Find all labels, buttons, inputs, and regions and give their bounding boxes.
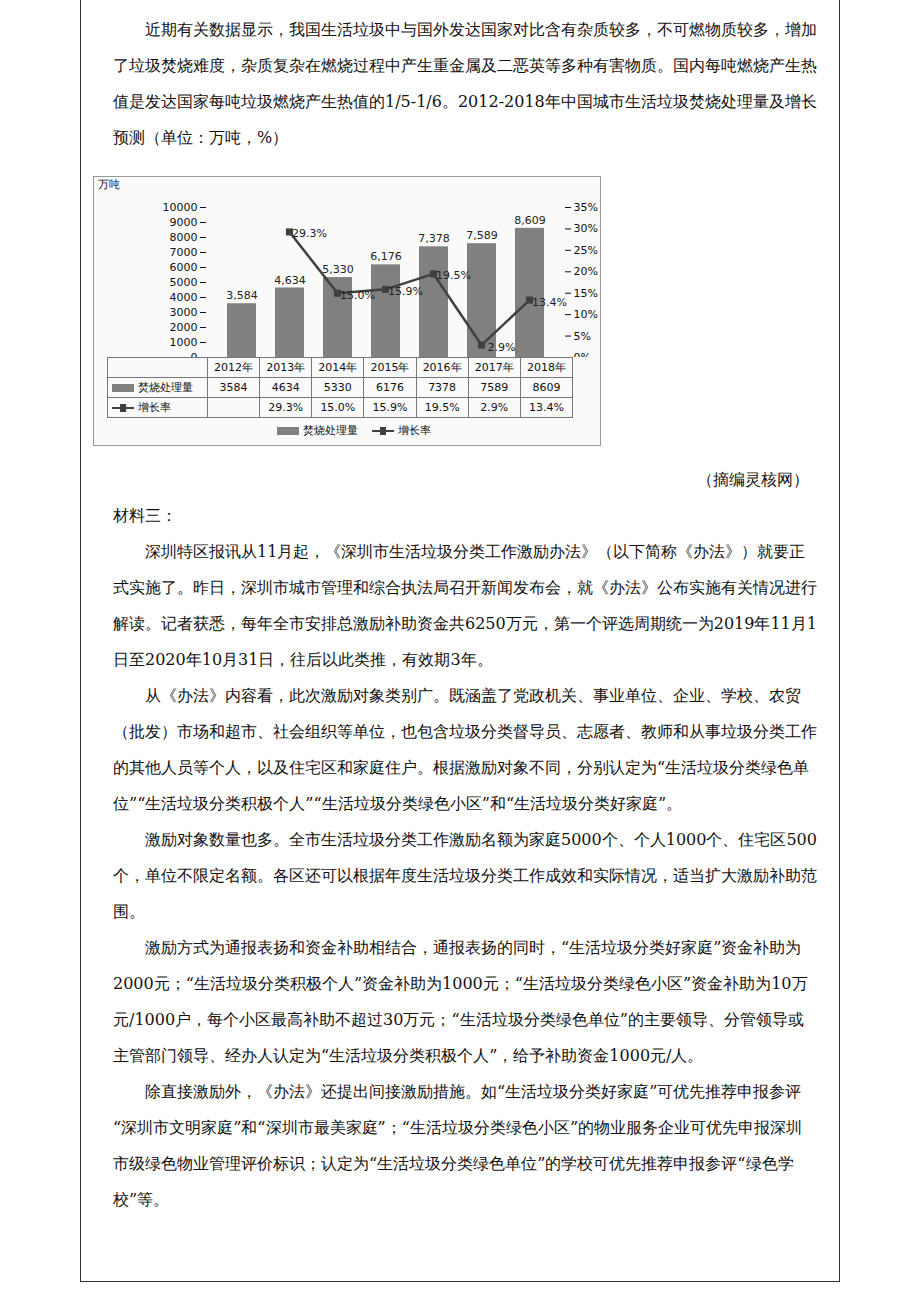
svg-text:29.3%: 29.3% [292,227,327,240]
svg-text:6,176: 6,176 [370,250,402,263]
svg-text:2000: 2000 [170,321,198,334]
svg-text:8,609: 8,609 [514,214,546,227]
svg-text:4,634: 4,634 [274,274,306,287]
html-text:2016年: 2016年 [422,361,462,374]
html-text:7589: 7589 [480,381,509,394]
svg-text:25%: 25% [574,244,598,257]
svg-text:13.4%: 13.4% [532,296,567,309]
svg-text:30%: 30% [574,222,598,235]
html-text:近期有关数据显示，我国生活垃圾中与国外发达国家对比含有杂质较: 近期有关数据显示，我国生活垃圾中与国外发达国家对比含有杂质较多，不可燃物质较多，… [113,20,817,147]
html-text:增长率: 增长率 [138,401,171,414]
html-text:从《办法》内容看，此次激励对象类别广。既涵盖了党政机关、事业: 从《办法》内容看，此次激励对象类别广。既涵盖了党政机关、事业单位、企业、学校、农… [113,686,817,813]
svg-text:15%: 15% [574,287,598,300]
html-text:（摘编灵核网）: （摘编灵核网） [697,470,809,489]
html-text:19.5%: 19.5% [424,401,460,414]
html-text:2014年: 2014年 [318,361,358,374]
svg-text:35%: 35% [574,201,598,214]
svg-text:0%: 0% [574,351,591,357]
html-text:29.3%: 29.3% [268,401,304,414]
html-text:2017年: 2017年 [474,361,514,374]
html-text:焚烧处理量: 焚烧处理量 [303,424,358,437]
html-text:2018年: 2018年 [526,361,566,374]
svg-text:5,330: 5,330 [322,263,354,276]
html-text:2013年: 2013年 [266,361,306,374]
html-text:2015年: 2015年 [370,361,410,374]
html-text:深圳特区报讯从11月起，《深圳市生活垃圾分类工作激励办法》（: 深圳特区报讯从11月起，《深圳市生活垃圾分类工作激励办法》（以下简称《办法》）就… [113,542,817,669]
svg-text:7,589: 7,589 [466,229,498,242]
html-text:焚烧处理量: 焚烧处理量 [138,381,193,394]
svg-text:10000: 10000 [163,201,198,214]
svg-text:6000: 6000 [170,261,198,274]
svg-text:15.0%: 15.0% [340,289,375,302]
svg-text:7,378: 7,378 [418,232,450,245]
html-text:激励方式为通报表扬和资金补助相结合，通报表扬的同时，“生活垃: 激励方式为通报表扬和资金补助相结合，通报表扬的同时，“生活垃圾分类好家庭”资金补… [113,938,808,1065]
svg-text:万吨: 万吨 [98,178,120,191]
svg-text:0: 0 [191,351,198,357]
svg-text:4000: 4000 [170,291,198,304]
html-text:13.4%: 13.4% [528,401,564,414]
html-text:3584: 3584 [219,381,248,394]
svg-text:1000: 1000 [170,336,198,349]
html-text:15.9%: 15.9% [372,401,408,414]
html-text:7378: 7378 [428,381,457,394]
svg-text:9000: 9000 [170,216,198,229]
svg-text:5%: 5% [574,330,591,343]
html-text:8609: 8609 [532,381,561,394]
html-text:增长率: 增长率 [398,424,431,437]
html-text:除直接激励外，《办法》还提出间接激励措施。如“生活垃圾分类好: 除直接激励外，《办法》还提出间接激励措施。如“生活垃圾分类好家庭”可优先推荐申报… [113,1082,803,1209]
svg-text:3,584: 3,584 [226,289,258,302]
svg-text:20%: 20% [574,265,598,278]
html-text:2012年: 2012年 [214,361,254,374]
html-text:4634: 4634 [271,381,300,394]
html-text:15.0%: 15.0% [320,401,356,414]
svg-text:10%: 10% [574,308,598,321]
svg-text:15.9%: 15.9% [388,285,423,298]
svg-text:2.9%: 2.9% [488,341,516,354]
html-text:6176: 6176 [376,381,404,394]
svg-text:3000: 3000 [170,306,198,319]
svg-text:8000: 8000 [170,231,198,244]
html-text:2.9%: 2.9% [480,401,509,414]
svg-text:5000: 5000 [170,276,198,289]
html-text:激励对象数量也多。全市生活垃圾分类工作激励名额为家庭5000: 激励对象数量也多。全市生活垃圾分类工作激励名额为家庭5000个、个人1000个、… [113,830,817,921]
svg-text:7000: 7000 [170,246,198,259]
html-text:5330: 5330 [323,381,352,394]
html-text:材料三：: 材料三： [113,506,177,525]
svg-text:19.5%: 19.5% [436,269,471,282]
